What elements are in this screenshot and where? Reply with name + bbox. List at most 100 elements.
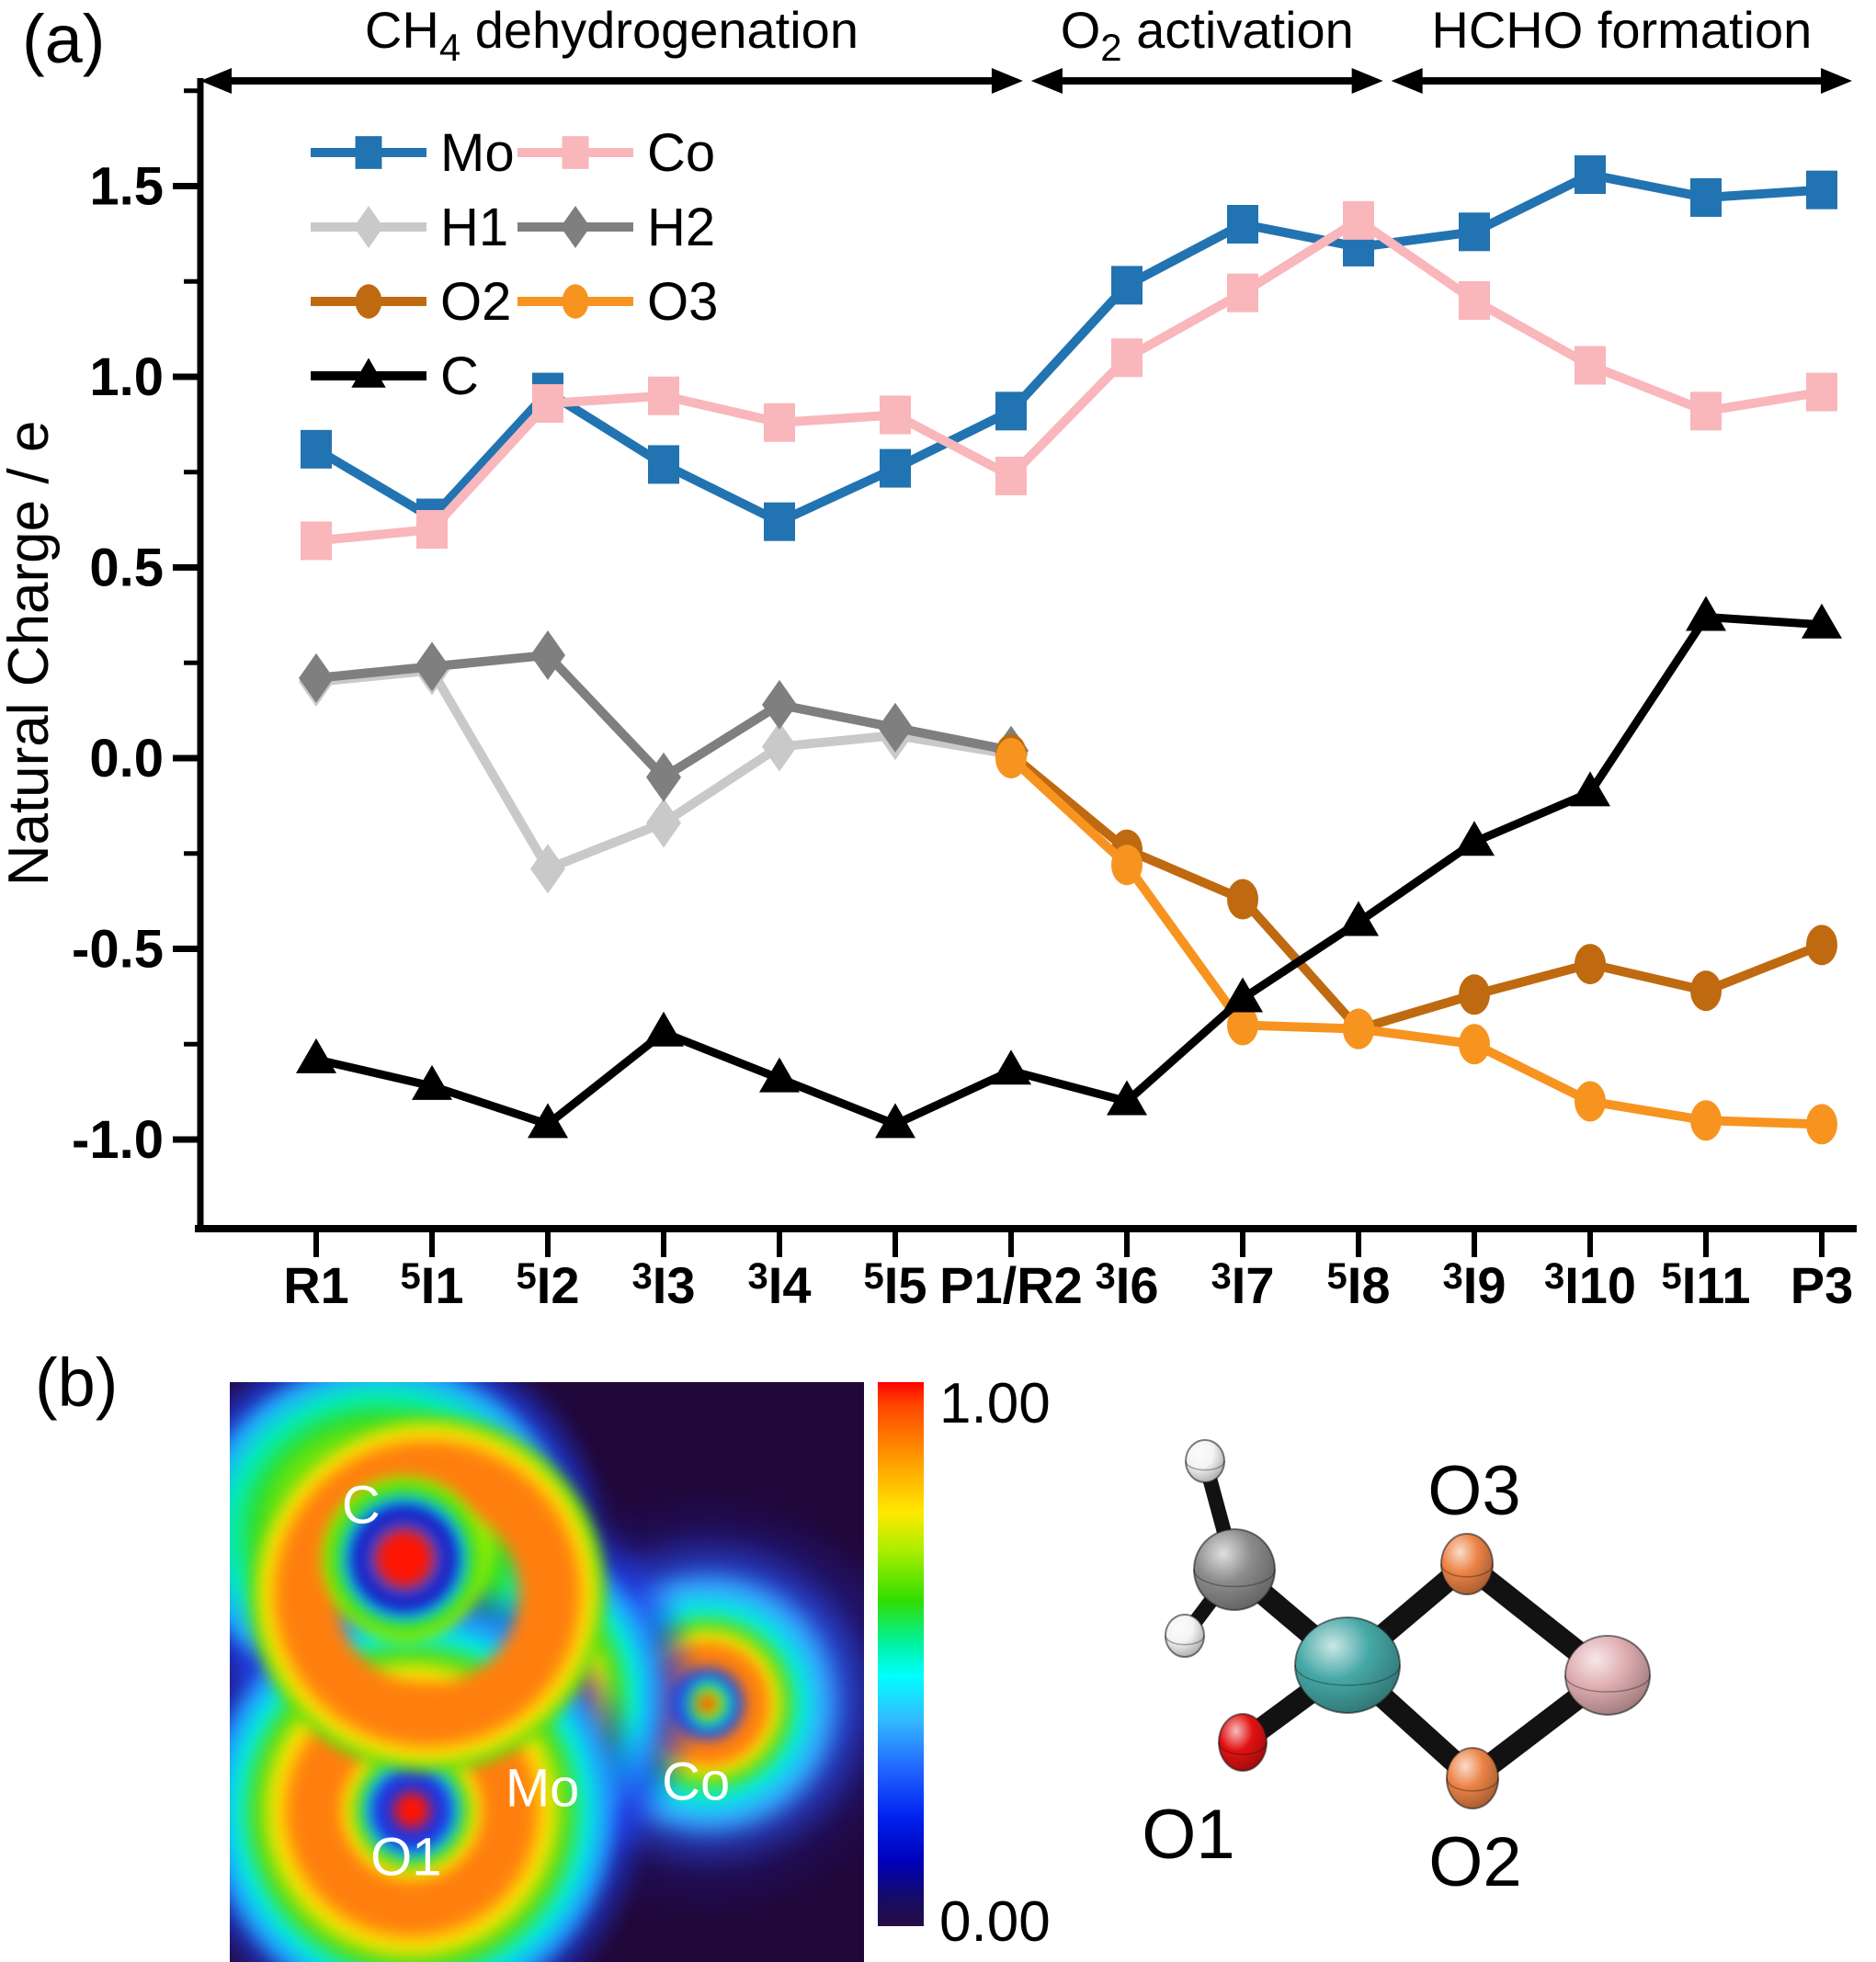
series-O3-marker (1343, 1008, 1374, 1049)
y-tick-label: -0.5 (72, 920, 164, 980)
series-Mo-marker (1690, 177, 1722, 217)
atom-meridian-line (1165, 1635, 1205, 1646)
natural-charge-line-chart: CH4 dehydrogenation O2 activation HCHO for… (0, 1, 1857, 1314)
series-C-marker (991, 1049, 1031, 1085)
series-O2-marker (1575, 944, 1606, 985)
series-Mo (301, 155, 1837, 541)
series-Mo-marker (995, 391, 1027, 431)
series-Co-marker (1111, 338, 1143, 378)
series-Mo-marker (301, 429, 332, 469)
series-H2-marker (878, 702, 913, 753)
molecule-label-O2: O2 (1428, 1823, 1521, 1901)
atom-Mo (1294, 1616, 1401, 1714)
legend-label: O3 (647, 272, 718, 332)
series-Mo-marker (1111, 266, 1143, 305)
series-Mo-marker (880, 448, 911, 488)
region-arrowhead-right (1821, 68, 1852, 94)
series-Co-marker (1459, 281, 1490, 320)
series-C (296, 595, 1842, 1139)
series-O2-marker (1690, 970, 1722, 1012)
legend-item-Co: Co (517, 123, 715, 183)
legend-item-H2: H2 (517, 198, 715, 257)
series-O3-marker (1227, 1004, 1258, 1046)
atom-meridian-line (1193, 1569, 1276, 1588)
series-O2 (995, 733, 1837, 1049)
series-C-marker (412, 1064, 452, 1100)
series-Co-marker (1575, 346, 1606, 385)
series-C-marker (875, 1103, 915, 1139)
atom-meridian-line (1564, 1674, 1651, 1693)
series-O2-marker (1459, 974, 1490, 1015)
series-O3-marker (1575, 1081, 1606, 1122)
legend-item-C: C (311, 346, 479, 406)
region-arrowhead-left (1391, 68, 1423, 94)
y-tick-label: 1.0 (89, 347, 164, 407)
legend-item-O2: O2 (311, 272, 511, 332)
elf-heatmap-density (230, 1382, 864, 1962)
series-O3-marker (1806, 1104, 1837, 1145)
atom-meridian-line (1294, 1664, 1401, 1686)
legend-label: H2 (647, 198, 715, 257)
x-tick-label: 5I11 (1661, 1256, 1750, 1314)
series-Co-marker (880, 395, 911, 435)
series-C-line (312, 612, 1826, 1128)
heatmap-label-C: C (341, 1475, 381, 1536)
series-Co-marker (532, 384, 563, 424)
molecule-ball-stick-model: O3 O1 O2 (1142, 1439, 1651, 1901)
series-O2-marker (1806, 924, 1837, 966)
x-tick-label: 3I7 (1211, 1256, 1275, 1314)
series-C-marker (528, 1103, 568, 1139)
series-C-marker (1222, 977, 1263, 1013)
legend-item-H1: H1 (311, 198, 508, 257)
legend-item-O3: O3 (517, 272, 718, 332)
heatmap-label-Mo: Mo (505, 1758, 580, 1819)
legend-item-Mo: Mo (311, 123, 515, 183)
x-tick-label: 3I3 (632, 1256, 696, 1314)
atom-O1 (1218, 1713, 1268, 1772)
series-Mo-marker (648, 445, 679, 484)
region-arrowhead-right (1351, 68, 1383, 94)
colorbar-min-label: 0.00 (939, 1890, 1051, 1954)
legend-marker-circle-icon (355, 284, 382, 319)
x-tick-label: 3I4 (748, 1256, 812, 1314)
legend-label: H1 (440, 198, 508, 257)
region-arrowhead-right (991, 68, 1023, 94)
atom-meridian-line (1185, 1460, 1225, 1471)
series-H2-marker (646, 752, 681, 802)
series-Co-marker (764, 403, 795, 442)
x-tick-label: 5I8 (1327, 1256, 1391, 1314)
region-arrowhead-left (200, 68, 232, 94)
series-C-marker (1802, 603, 1842, 639)
region-2: HCHO formation (1391, 1, 1852, 94)
series-Co-marker (1806, 372, 1837, 412)
atom-C (1193, 1528, 1276, 1611)
series-Mo-marker (764, 502, 795, 541)
series-Co (301, 200, 1837, 561)
series-Co-marker (416, 510, 448, 549)
series-Co-marker (1227, 273, 1258, 312)
series-C-marker (296, 1038, 336, 1073)
x-tick-label: 3I9 (1443, 1256, 1506, 1314)
legend-marker-square-icon (562, 136, 589, 169)
legend-label: C (440, 346, 479, 406)
series-Co-marker (1343, 200, 1374, 240)
x-tick-label: P1/R2 (939, 1256, 1083, 1314)
atom-meridian-line (1446, 1777, 1499, 1792)
legend-label: Co (647, 123, 715, 183)
series-C-marker (1686, 595, 1726, 631)
legend-marker-triangle-icon (351, 357, 386, 388)
series-H2-marker (299, 652, 334, 703)
series-Mo-marker (1227, 205, 1258, 244)
series-H1-marker (530, 844, 565, 894)
x-tick-label: P3 (1791, 1256, 1854, 1314)
legend-marker-square-icon (355, 136, 382, 169)
series-O3-marker (1459, 1024, 1490, 1065)
atom-Co (1564, 1635, 1651, 1716)
series-Co-line (312, 215, 1826, 546)
region-1: O2 activation (1030, 1, 1383, 94)
series-Co-marker (301, 521, 332, 561)
series-Mo-marker (1806, 170, 1837, 210)
series-C-marker (1570, 771, 1610, 807)
series-C-marker (643, 1011, 684, 1047)
